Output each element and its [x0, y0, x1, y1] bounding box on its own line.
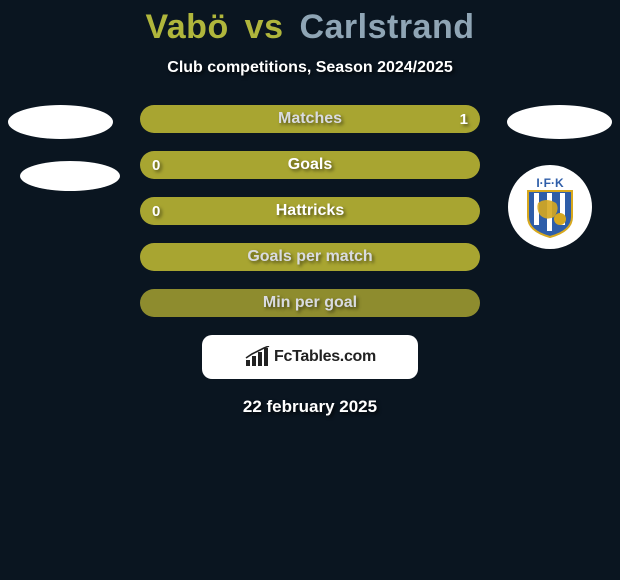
comparison-title: Vabö vs Carlstrand: [0, 0, 620, 47]
brand-pill[interactable]: FcTables.com: [202, 335, 418, 379]
brand-chart-icon: [244, 346, 270, 368]
stat-row: 0 Hattricks: [140, 197, 480, 225]
stat-label: Hattricks: [276, 202, 344, 220]
brand-text: FcTables.com: [274, 348, 376, 366]
snapshot-date: 22 february 2025: [0, 397, 620, 417]
stat-row: Goals per match: [140, 243, 480, 271]
subtitle: Club competitions, Season 2024/2025: [0, 59, 620, 77]
stat-label: Min per goal: [263, 294, 357, 312]
stat-label: Matches: [278, 110, 342, 128]
stat-rows: Matches 1 0 Goals 0 Hattricks Goals per match M…: [140, 105, 480, 317]
stat-label: Goals per match: [247, 248, 372, 266]
club-badge-icon: I·F·K: [516, 173, 584, 241]
player-left-name: Vabö: [145, 8, 228, 46]
vs-text: vs: [245, 8, 284, 46]
stat-value-left: 0: [152, 157, 160, 174]
stat-value-right: 1: [460, 111, 468, 128]
stat-label: Goals: [288, 156, 332, 174]
player-right-club-badge: I·F·K: [508, 165, 592, 249]
stat-value-left: 0: [152, 203, 160, 220]
stat-row: Matches 1: [140, 105, 480, 133]
player-left-avatar-mid: [20, 161, 120, 191]
comparison-area: I·F·K Matches 1 0 Goals 0 Hattricks Goals per …: [0, 105, 620, 317]
stat-row: Min per goal: [140, 289, 480, 317]
player-right-avatar-top: [507, 105, 612, 139]
badge-text: I·F·K: [536, 176, 564, 190]
player-left-avatar-top: [8, 105, 113, 139]
stat-row: 0 Goals: [140, 151, 480, 179]
player-right-name: Carlstrand: [299, 8, 474, 46]
